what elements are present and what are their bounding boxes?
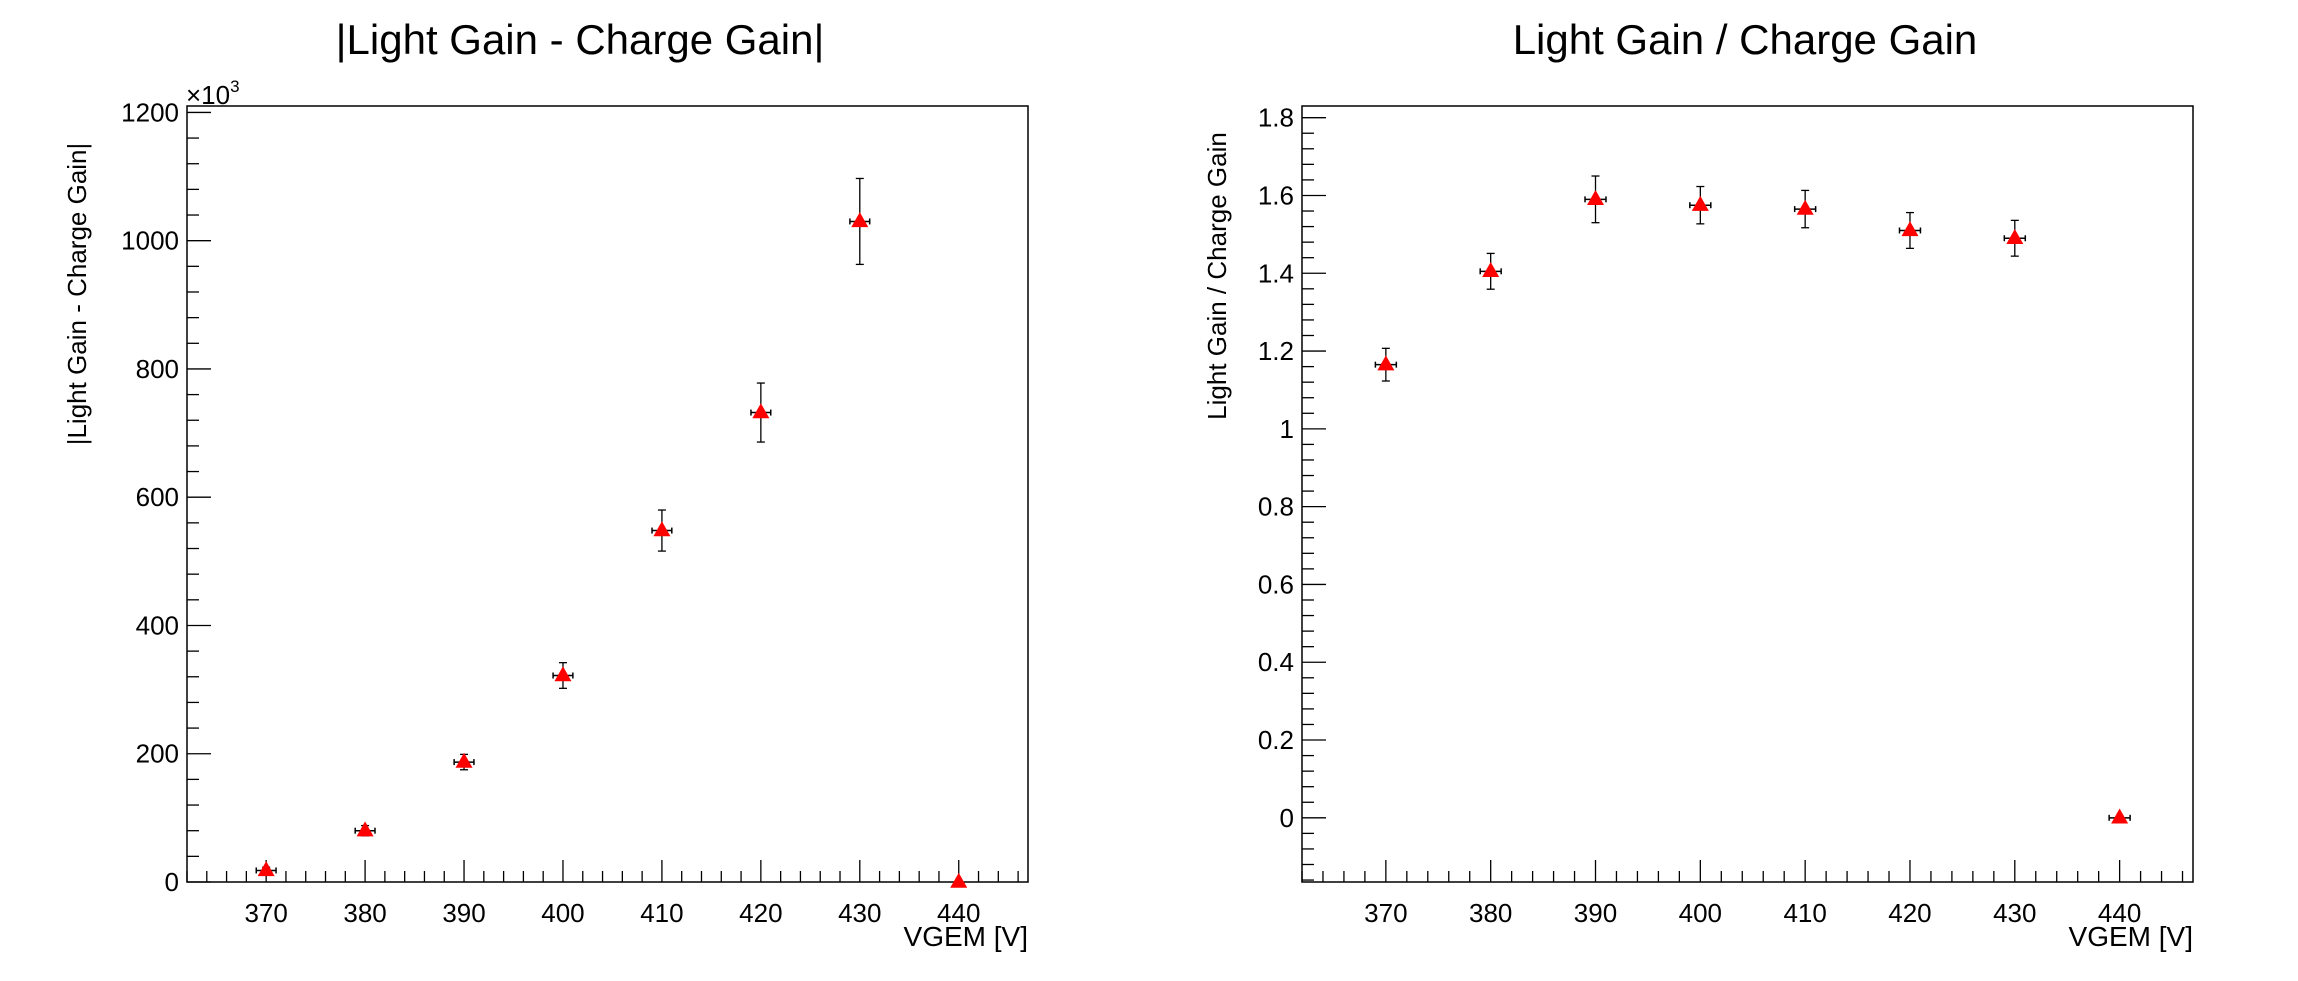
- chart-left-exponent: ×103: [186, 77, 240, 110]
- triangle-marker: [1796, 199, 1814, 215]
- x-tick-label: 420: [1888, 898, 1931, 928]
- y-tick-label: 1200: [121, 97, 179, 127]
- triangle-marker: [1691, 195, 1709, 211]
- triangle-marker: [752, 403, 770, 419]
- y-tick-label: 0: [1280, 803, 1294, 833]
- triangle-marker: [1901, 221, 1919, 237]
- chart-left-title: |Light Gain - Charge Gain|: [336, 16, 825, 63]
- x-tick-label: 370: [1364, 898, 1407, 928]
- chart-left: |Light Gain - Charge Gain| |Light Gain -…: [62, 16, 1029, 952]
- triangle-marker: [1482, 262, 1500, 278]
- data-point: [950, 872, 968, 888]
- y-tick-label: 1: [1280, 414, 1294, 444]
- chart-right-frame: [1301, 105, 2194, 883]
- data-point: [1689, 185, 1712, 225]
- triangle-marker: [257, 861, 275, 877]
- x-tick-label: 380: [343, 898, 386, 928]
- chart-right-xlabel: VGEM [V]: [2069, 921, 2193, 952]
- data-point: [750, 382, 772, 443]
- chart-left-xlabel: VGEM [V]: [904, 921, 1028, 952]
- data-point: [1898, 211, 1922, 250]
- triangle-marker: [950, 872, 968, 888]
- y-tick-label: 400: [136, 610, 179, 640]
- y-tick-label: 1.4: [1258, 258, 1294, 288]
- x-tick-label: 440: [937, 898, 980, 928]
- exponent-base: ×10: [186, 80, 230, 110]
- chart-left-x-ticks: 370 380 390 400 410 420 430 440: [186, 860, 1019, 928]
- x-tick-label: 420: [739, 898, 782, 928]
- y-tick-label: 0: [165, 867, 179, 897]
- x-tick-label: 440: [2098, 898, 2141, 928]
- triangle-marker: [2111, 808, 2129, 824]
- triangle-marker: [356, 821, 374, 837]
- triangle-marker: [851, 212, 869, 228]
- triangle-marker: [1587, 190, 1605, 206]
- x-tick-label: 410: [640, 898, 683, 928]
- triangle-marker: [2006, 228, 2024, 244]
- chart-right-points: [1374, 175, 2131, 824]
- x-tick-label: 390: [1574, 898, 1617, 928]
- y-tick-label: 0.4: [1258, 647, 1294, 677]
- x-tick-label: 400: [541, 898, 584, 928]
- y-tick-label: 0.6: [1258, 569, 1294, 599]
- chart-left-y-ticks: 0 200 400 600 800 1000 1200: [121, 97, 211, 897]
- x-tick-label: 380: [1469, 898, 1512, 928]
- x-tick-label: 370: [244, 898, 287, 928]
- data-point: [354, 821, 376, 837]
- data-point: [1479, 252, 1502, 290]
- x-tick-label: 390: [442, 898, 485, 928]
- data-point: [1374, 347, 1398, 382]
- y-tick-label: 1.6: [1258, 180, 1294, 210]
- y-tick-label: 0.2: [1258, 725, 1294, 755]
- y-tick-label: 600: [136, 482, 179, 512]
- chart-right: Light Gain / Charge Gain Light Gain / Ch…: [1202, 16, 2194, 952]
- triangle-marker: [554, 666, 572, 682]
- chart-left-points: [255, 177, 968, 888]
- x-tick-label: 430: [1993, 898, 2036, 928]
- y-tick-label: 1000: [121, 226, 179, 256]
- triangle-marker: [455, 752, 473, 768]
- data-point: [2003, 219, 2027, 257]
- data-point: [1584, 175, 1607, 224]
- chart-right-x-ticks: 370 380 390 400 410 420 430 440: [1301, 860, 2184, 928]
- chart-right-title: Light Gain / Charge Gain: [1513, 16, 1978, 63]
- y-tick-label: 1.2: [1258, 336, 1294, 366]
- chart-right-ylabel: Light Gain / Charge Gain: [1202, 132, 1232, 420]
- triangle-marker: [1377, 355, 1395, 371]
- x-tick-label: 410: [1783, 898, 1826, 928]
- data-point: [651, 509, 673, 552]
- chart-left-ylabel: |Light Gain - Charge Gain|: [62, 143, 92, 446]
- y-tick-label: 200: [136, 739, 179, 769]
- x-tick-label: 430: [838, 898, 881, 928]
- data-point: [453, 752, 475, 771]
- triangle-marker: [653, 521, 671, 537]
- y-tick-label: 800: [136, 354, 179, 384]
- data-point: [1793, 189, 1817, 229]
- data-point: [2108, 808, 2131, 824]
- y-tick-label: 1.8: [1258, 103, 1294, 133]
- y-tick-label: 0.8: [1258, 492, 1294, 522]
- chart-right-y-ticks: 0 0.2 0.4 0.6 0.8 1 1.2 1.4 1.6 1.8: [1258, 103, 1326, 881]
- data-point: [255, 861, 277, 877]
- x-tick-label: 400: [1679, 898, 1722, 928]
- data-point: [552, 662, 574, 689]
- exponent-power: 3: [230, 77, 239, 96]
- data-point: [849, 177, 871, 266]
- chart-left-frame: [186, 105, 1029, 883]
